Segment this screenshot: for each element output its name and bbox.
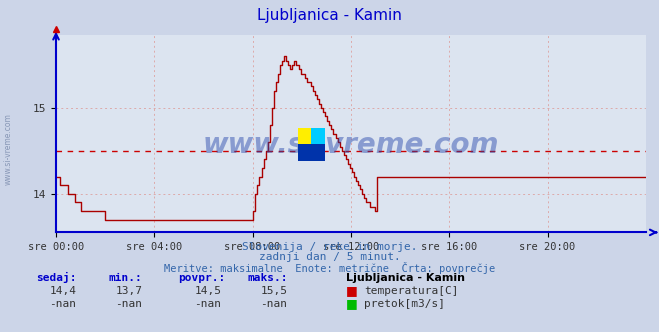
Text: -nan: -nan xyxy=(194,299,221,309)
Text: ■: ■ xyxy=(346,284,358,297)
Text: 13,7: 13,7 xyxy=(115,286,142,296)
Text: Meritve: maksimalne  Enote: metrične  Črta: povprečje: Meritve: maksimalne Enote: metrične Črta… xyxy=(164,262,495,274)
Text: www.si-vreme.com: www.si-vreme.com xyxy=(203,131,499,159)
Text: 14,4: 14,4 xyxy=(49,286,76,296)
Text: Ljubljanica - Kamin: Ljubljanica - Kamin xyxy=(346,273,465,283)
Text: sedaj:: sedaj: xyxy=(36,272,76,283)
Bar xyxy=(298,144,326,161)
Text: -nan: -nan xyxy=(260,299,287,309)
Text: temperatura[C]: temperatura[C] xyxy=(364,286,459,296)
Text: 14,5: 14,5 xyxy=(194,286,221,296)
Text: maks.:: maks.: xyxy=(247,273,287,283)
Text: Ljubljanica - Kamin: Ljubljanica - Kamin xyxy=(257,8,402,23)
Text: zadnji dan / 5 minut.: zadnji dan / 5 minut. xyxy=(258,252,401,262)
Text: ■: ■ xyxy=(346,297,358,310)
Text: min.:: min.: xyxy=(109,273,142,283)
Bar xyxy=(298,127,312,144)
Text: 15,5: 15,5 xyxy=(260,286,287,296)
Bar xyxy=(312,127,326,144)
Text: www.si-vreme.com: www.si-vreme.com xyxy=(3,114,13,185)
Text: povpr.:: povpr.: xyxy=(178,273,225,283)
Text: -nan: -nan xyxy=(115,299,142,309)
Text: -nan: -nan xyxy=(49,299,76,309)
Text: pretok[m3/s]: pretok[m3/s] xyxy=(364,299,445,309)
Text: Slovenija / reke in morje.: Slovenija / reke in morje. xyxy=(242,242,417,252)
